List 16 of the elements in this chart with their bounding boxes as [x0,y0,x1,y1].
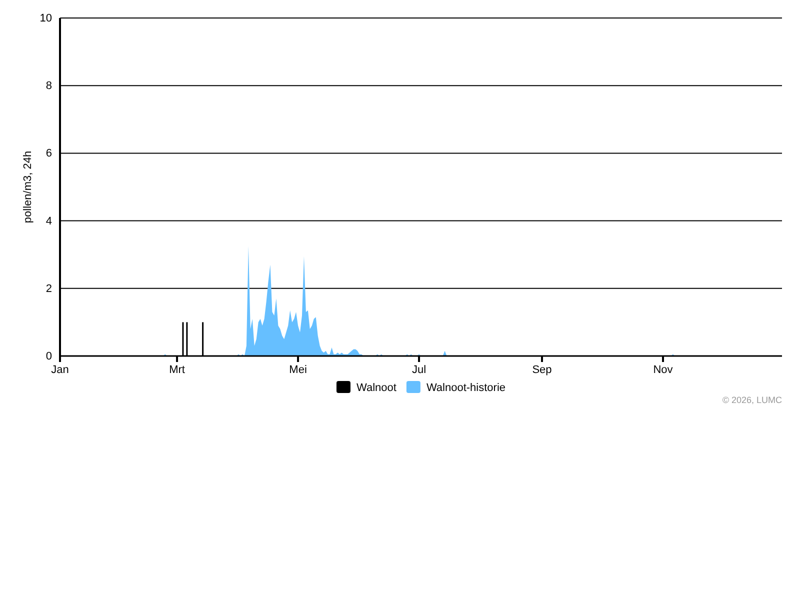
legend-label: Walnoot-historie [426,382,506,394]
y-tick-label: 4 [46,215,52,228]
x-tick-label: Nov [653,364,674,376]
y-tick-label: 8 [46,80,52,92]
x-tick-label: Jan [51,364,69,376]
y-tick-label: 10 [40,12,52,25]
y-tick-label: 2 [46,282,52,295]
x-tick-label: Jul [412,364,426,376]
legend-label: Walnoot [356,382,396,394]
y-axis-title: pollen/m3, 24h [22,150,34,224]
y-tick-label: 0 [46,350,52,363]
text: © 2026, LUMC [722,395,782,405]
x-tick-label: Mrt [169,364,185,376]
x-tick-label: Sep [532,364,552,376]
y-tick-label: 6 [46,148,52,160]
x-tick-label: Mei [289,364,307,376]
